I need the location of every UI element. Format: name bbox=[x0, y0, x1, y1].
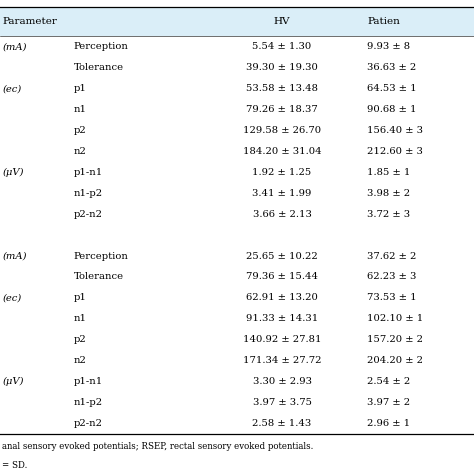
Text: 2.58 ± 1.43: 2.58 ± 1.43 bbox=[252, 419, 311, 428]
Text: 90.68 ± 1: 90.68 ± 1 bbox=[367, 105, 417, 114]
Text: p2: p2 bbox=[73, 335, 86, 344]
Text: (mA): (mA) bbox=[2, 43, 27, 52]
Text: p2-n2: p2-n2 bbox=[73, 419, 102, 428]
Text: Patien: Patien bbox=[367, 18, 400, 26]
Text: anal sensory evoked potentials; RSEP, rectal sensory evoked potentials.: anal sensory evoked potentials; RSEP, re… bbox=[2, 442, 314, 451]
Text: 9.93 ± 8: 9.93 ± 8 bbox=[367, 43, 410, 52]
Text: 204.20 ± 2: 204.20 ± 2 bbox=[367, 356, 423, 365]
Text: Perception: Perception bbox=[73, 43, 128, 52]
Text: 3.66 ± 2.13: 3.66 ± 2.13 bbox=[253, 210, 311, 219]
Text: 129.58 ± 26.70: 129.58 ± 26.70 bbox=[243, 126, 321, 135]
Text: (mA): (mA) bbox=[2, 252, 27, 261]
Text: 212.60 ± 3: 212.60 ± 3 bbox=[367, 147, 423, 156]
Text: 140.92 ± 27.81: 140.92 ± 27.81 bbox=[243, 335, 321, 344]
Text: n1-p2: n1-p2 bbox=[73, 189, 102, 198]
Text: Parameter: Parameter bbox=[2, 18, 57, 26]
Text: 1.85 ± 1: 1.85 ± 1 bbox=[367, 168, 411, 177]
Text: n1: n1 bbox=[73, 105, 86, 114]
Text: 3.41 ± 1.99: 3.41 ± 1.99 bbox=[252, 189, 312, 198]
Text: p1-n1: p1-n1 bbox=[73, 168, 103, 177]
Text: (ec): (ec) bbox=[2, 293, 22, 302]
Text: 3.30 ± 2.93: 3.30 ± 2.93 bbox=[253, 377, 311, 386]
Text: 39.30 ± 19.30: 39.30 ± 19.30 bbox=[246, 64, 318, 73]
Text: Perception: Perception bbox=[73, 252, 128, 261]
Text: 3.97 ± 3.75: 3.97 ± 3.75 bbox=[253, 398, 311, 407]
Text: 62.91 ± 13.20: 62.91 ± 13.20 bbox=[246, 293, 318, 302]
Text: n1-p2: n1-p2 bbox=[73, 398, 102, 407]
Text: 91.33 ± 14.31: 91.33 ± 14.31 bbox=[246, 314, 318, 323]
Text: = SD.: = SD. bbox=[2, 461, 28, 470]
Text: 36.63 ± 2: 36.63 ± 2 bbox=[367, 64, 417, 73]
Text: (μV): (μV) bbox=[2, 377, 24, 386]
Text: 171.34 ± 27.72: 171.34 ± 27.72 bbox=[243, 356, 321, 365]
Text: HV: HV bbox=[274, 18, 290, 26]
Text: Tolerance: Tolerance bbox=[73, 64, 124, 73]
Text: 79.26 ± 18.37: 79.26 ± 18.37 bbox=[246, 105, 318, 114]
Text: 102.10 ± 1: 102.10 ± 1 bbox=[367, 314, 424, 323]
Text: 184.20 ± 31.04: 184.20 ± 31.04 bbox=[243, 147, 321, 156]
Text: p2: p2 bbox=[73, 126, 86, 135]
Text: p1: p1 bbox=[73, 84, 86, 93]
Text: Tolerance: Tolerance bbox=[73, 273, 124, 282]
Text: 64.53 ± 1: 64.53 ± 1 bbox=[367, 84, 417, 93]
Text: 156.40 ± 3: 156.40 ± 3 bbox=[367, 126, 423, 135]
Text: n2: n2 bbox=[73, 147, 86, 156]
Text: 5.54 ± 1.30: 5.54 ± 1.30 bbox=[252, 43, 311, 52]
Text: 73.53 ± 1: 73.53 ± 1 bbox=[367, 293, 417, 302]
Text: 53.58 ± 13.48: 53.58 ± 13.48 bbox=[246, 84, 318, 93]
Text: 2.54 ± 2: 2.54 ± 2 bbox=[367, 377, 410, 386]
Text: (ec): (ec) bbox=[2, 84, 22, 93]
Text: (μV): (μV) bbox=[2, 168, 24, 177]
Text: 1.92 ± 1.25: 1.92 ± 1.25 bbox=[252, 168, 311, 177]
Text: 157.20 ± 2: 157.20 ± 2 bbox=[367, 335, 423, 344]
Text: 62.23 ± 3: 62.23 ± 3 bbox=[367, 273, 417, 282]
Text: p1-n1: p1-n1 bbox=[73, 377, 103, 386]
Text: 3.72 ± 3: 3.72 ± 3 bbox=[367, 210, 410, 219]
Text: 37.62 ± 2: 37.62 ± 2 bbox=[367, 252, 417, 261]
Text: 79.36 ± 15.44: 79.36 ± 15.44 bbox=[246, 273, 318, 282]
Text: 3.97 ± 2: 3.97 ± 2 bbox=[367, 398, 410, 407]
Text: 25.65 ± 10.22: 25.65 ± 10.22 bbox=[246, 252, 318, 261]
Text: n2: n2 bbox=[73, 356, 86, 365]
Text: p2-n2: p2-n2 bbox=[73, 210, 102, 219]
Text: p1: p1 bbox=[73, 293, 86, 302]
Text: 2.96 ± 1: 2.96 ± 1 bbox=[367, 419, 410, 428]
Bar bbox=[0, 7, 474, 36]
Text: 3.98 ± 2: 3.98 ± 2 bbox=[367, 189, 410, 198]
Text: n1: n1 bbox=[73, 314, 86, 323]
